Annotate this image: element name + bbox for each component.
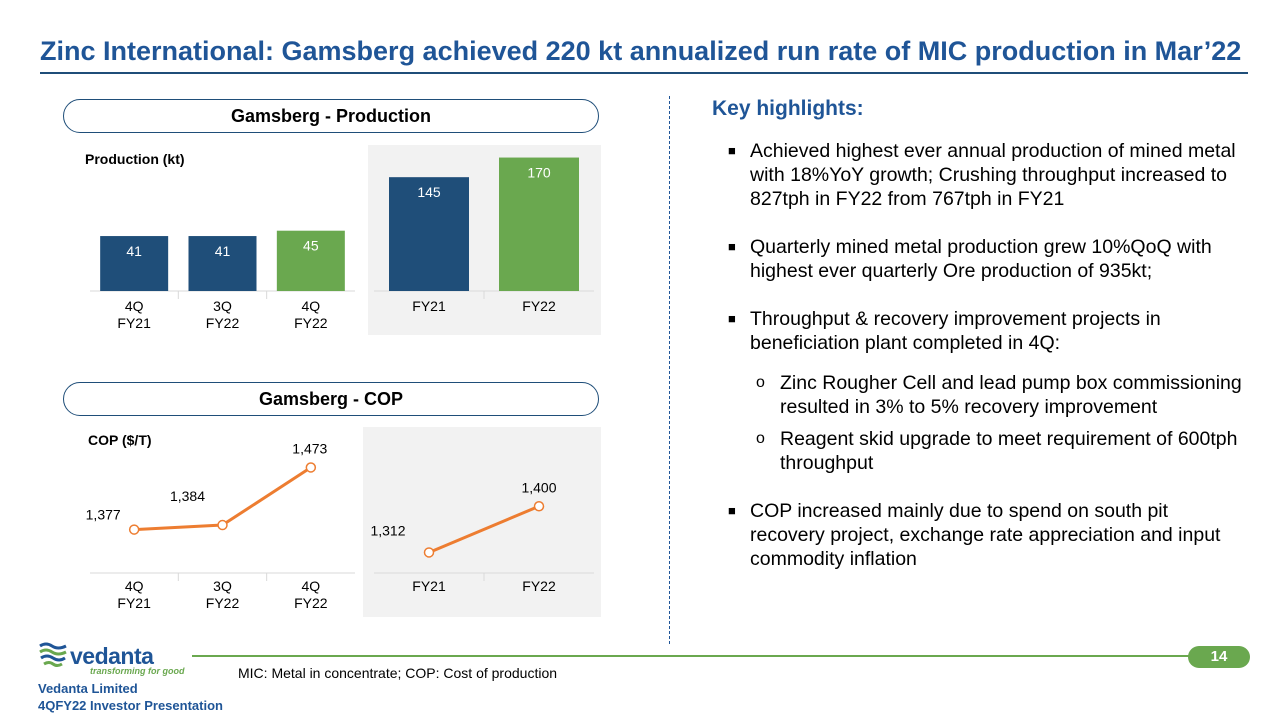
data-point	[128, 524, 140, 535]
cop-section-header: Gamsberg - COP	[63, 382, 599, 416]
bar-value-label: 45	[303, 238, 319, 254]
category-label: FY21	[117, 315, 151, 331]
footer-line	[192, 655, 1192, 657]
square-bullet-icon: ■	[728, 143, 736, 158]
production-axis-label: Production (kt)	[85, 151, 185, 167]
data-point	[305, 462, 317, 473]
bar-value-label: 41	[215, 243, 231, 259]
production-section-header: Gamsberg - Production	[63, 99, 599, 133]
category-label: FY22	[522, 578, 556, 594]
highlight-item: ■ COP increased mainly due to spend on s…	[728, 499, 1248, 571]
data-point	[217, 519, 228, 531]
data-value-label: 1,312	[370, 522, 405, 538]
series-line	[428, 504, 540, 554]
company-name: Vedanta Limited	[38, 681, 138, 696]
highlight-text: COP increased mainly due to spend on sou…	[750, 500, 1221, 570]
production-annual-chart: 145 FY21 170 FY22	[374, 157, 594, 314]
cop-annual-panel	[363, 427, 601, 617]
category-label: FY22	[206, 595, 240, 611]
category-label: 4Q	[301, 298, 320, 314]
highlight-item: ■ Throughput & recovery improvement proj…	[728, 307, 1248, 355]
category-label: FY21	[412, 298, 446, 314]
square-bullet-icon: ■	[728, 503, 736, 518]
data-value-label: 1,473	[292, 440, 327, 456]
category-label: FY22	[522, 298, 556, 314]
brand-name: vedanta	[70, 643, 154, 669]
highlights-list: ■ Achieved highest ever annual productio…	[728, 139, 1248, 595]
category-label: FY22	[294, 315, 328, 331]
cop-axis-label: COP ($/T)	[88, 432, 152, 448]
data-value-label: 1,384	[170, 488, 205, 504]
data-point	[533, 501, 545, 512]
column-divider	[669, 96, 670, 644]
highlight-text: Throughput & recovery improvement projec…	[750, 308, 1161, 354]
circle-bullet-icon: o	[756, 374, 765, 391]
bar	[389, 177, 469, 291]
category-label: 4Q	[125, 578, 144, 594]
highlight-item: ■ Achieved highest ever annual productio…	[728, 139, 1248, 211]
category-label: FY21	[117, 595, 151, 611]
bar	[100, 236, 169, 291]
category-label: FY22	[294, 595, 328, 611]
highlight-item: ■ Quarterly mined metal production grew …	[728, 235, 1248, 283]
category-label: 4Q	[125, 298, 144, 314]
company-info: Vedanta Limited 4QFY22 Investor Presenta…	[38, 680, 223, 714]
category-label: 4Q	[301, 578, 320, 594]
key-highlights-title: Key highlights:	[712, 97, 864, 120]
bar-value-label: 170	[527, 165, 551, 181]
brand-tagline: transforming for good	[90, 666, 185, 676]
square-bullet-icon: ■	[728, 311, 736, 326]
vedanta-logo-icon	[39, 642, 67, 667]
data-value-label: 1,377	[86, 507, 121, 523]
category-label: FY22	[206, 315, 240, 331]
bar	[188, 236, 257, 291]
data-point	[423, 547, 435, 558]
bar-value-label: 145	[417, 184, 441, 200]
page-number-badge: 14	[1188, 646, 1250, 668]
highlight-text: Achieved highest ever annual production …	[750, 140, 1236, 210]
category-label: FY21	[412, 578, 446, 594]
footnote: MIC: Metal in concentrate; COP: Cost of …	[238, 665, 558, 681]
category-label: 3Q	[213, 298, 232, 314]
cop-annual-chart: 1,312 FY21 1,400 FY22	[363, 427, 601, 617]
highlight-text: Quarterly mined metal production grew 10…	[750, 236, 1212, 282]
page-title: Zinc International: Gamsberg achieved 22…	[40, 36, 1242, 66]
circle-bullet-icon: o	[756, 430, 765, 447]
bar-value-label: 41	[126, 243, 142, 259]
presentation-name: 4QFY22 Investor Presentation	[38, 698, 223, 713]
highlight-subitem: o Zinc Rougher Cell and lead pump box co…	[728, 371, 1248, 419]
bar	[276, 230, 345, 291]
data-value-label: 1,400	[521, 479, 556, 495]
title-underline	[40, 72, 1248, 74]
square-bullet-icon: ■	[728, 239, 736, 254]
highlight-subtext: Zinc Rougher Cell and lead pump box comm…	[780, 372, 1242, 418]
category-label: 3Q	[213, 578, 232, 594]
bar	[499, 157, 579, 291]
highlight-subitem: o Reagent skid upgrade to meet requireme…	[728, 427, 1248, 475]
highlight-subtext: Reagent skid upgrade to meet requirement…	[780, 428, 1238, 474]
